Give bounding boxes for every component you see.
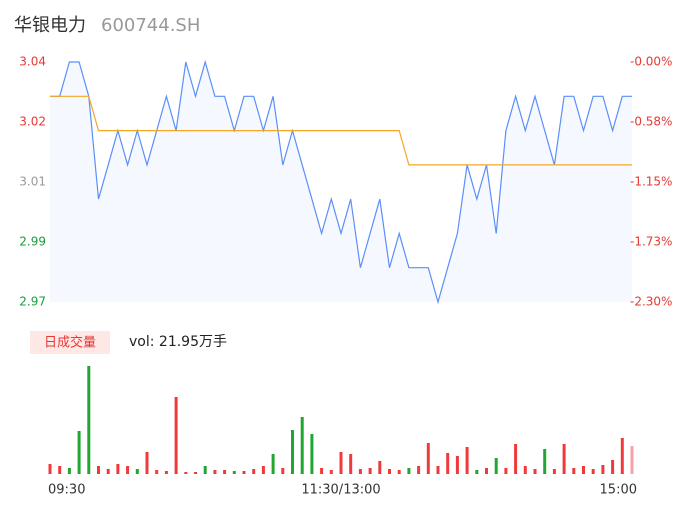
volume-bar [378,461,382,474]
volume-bar [155,470,159,474]
volume-bar [203,466,207,474]
y2-tick-label: -0.00% [630,55,672,69]
x-tick-label: 15:00 [600,483,637,498]
volume-legend: 日成交量 [44,335,96,351]
volume-bar [611,460,615,474]
volume-bar [523,466,527,474]
volume-bar [164,471,168,474]
volume-bar [397,470,401,474]
volume-bar [475,470,479,474]
volume-bar [261,466,265,474]
volume-bar [533,469,537,474]
stock-name: 华银电力 [14,15,86,36]
volume-bar [329,470,333,474]
volume-bar [446,453,450,474]
volume-bar [58,466,62,474]
y-tick-label: 3.02 [19,115,46,129]
volume-bar [271,454,275,474]
volume-bar [213,470,217,474]
volume-bar [339,452,343,474]
volume-bar [174,397,178,474]
volume-bar [620,438,624,474]
volume-bar [514,444,518,474]
y-tick-label: 2.97 [19,295,46,309]
volume-bar [252,469,256,474]
volume-bar [310,434,314,474]
volume-bar [407,468,411,474]
volume-bar [582,466,585,474]
volume-bar [465,447,469,474]
volume-bar [436,466,440,474]
volume-bar [455,456,459,474]
volume-bar [426,443,430,474]
price-line [50,59,632,305]
price-area [50,62,632,302]
volume-bar [223,470,227,474]
price-line [50,95,632,166]
volume-bar [601,465,605,474]
y-tick-label: 3.04 [19,55,46,69]
x-tick-label: 09:30 [48,483,85,498]
volume-bar [126,466,130,474]
volume-bar [494,458,498,474]
volume-bar [194,472,197,474]
volume-legend-box [30,331,110,354]
y-tick-label: 3.01 [19,175,46,189]
y2-tick-label: -0.58% [630,115,672,129]
volume-bar [485,468,488,474]
volume-bar [504,468,508,474]
volume-bar [97,466,100,474]
volume-bar [67,468,71,474]
volume-bar [184,472,188,474]
volume-bar [562,444,566,474]
y2-tick-label: -2.30% [630,295,672,309]
volume-bar [591,469,595,474]
volume-bar [388,469,391,474]
volume-bar [281,468,285,474]
volume-bar [349,454,353,474]
volume-bar [77,431,81,474]
volume-bar [106,469,110,474]
volume-bar [572,468,576,474]
volume-bar [135,469,139,474]
stock-code: 600744.SH [101,15,200,36]
volume-bar [630,446,634,474]
volume-bar [300,417,304,474]
volume-bar [116,464,120,474]
volume-bar [320,468,324,474]
x-tick-label: 11:30/13:00 [301,483,380,498]
volume-label: vol: 21.95万手 [129,334,227,350]
volume-bar [87,366,91,474]
volume-bar [417,466,421,474]
volume-bar [145,452,149,474]
volume-bar [552,469,556,474]
volume-bar [368,468,372,474]
volume-bar [358,469,362,474]
y2-tick-label: -1.73% [630,235,672,249]
y2-tick-label: -1.15% [630,175,672,189]
volume-bar [242,471,246,474]
volume-bar [48,464,52,474]
volume-bar [232,471,236,474]
y-tick-label: 2.99 [19,235,46,249]
volume-bar [543,449,547,474]
volume-bar [291,430,294,474]
